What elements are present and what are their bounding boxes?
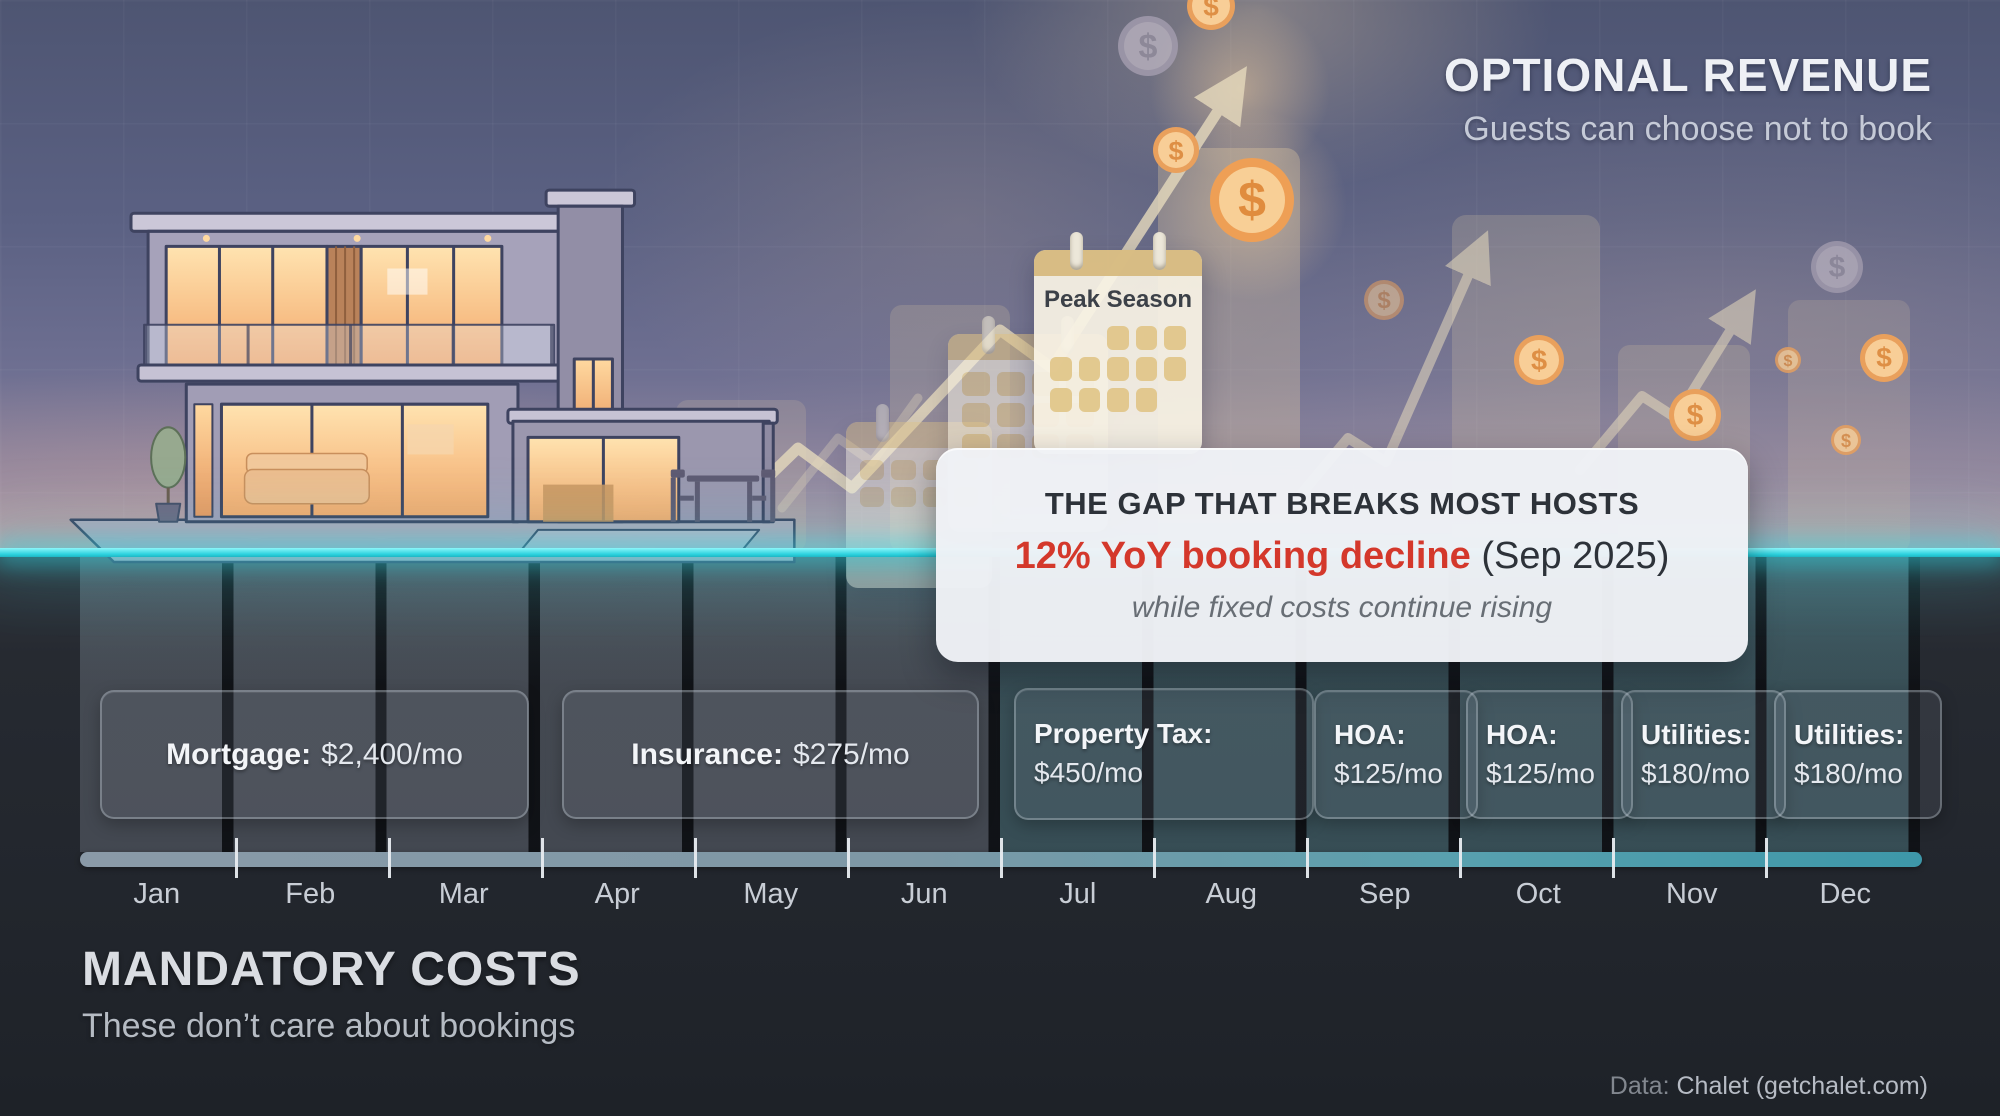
cost-label: Mortgage:	[166, 737, 312, 771]
stat-date: (Sep 2025)	[1470, 534, 1670, 577]
mandatory-costs-title: MANDATORY COSTS	[82, 943, 581, 996]
cost-box-hoa-sep: HOA: $125/mo	[1314, 690, 1478, 819]
calendar-day-grid	[1034, 314, 1202, 424]
cost-value: $180/mo	[1641, 757, 1750, 789]
optional-revenue-title: OPTIONAL REVENUE	[1444, 49, 1932, 101]
cost-value: $450/mo	[1034, 757, 1143, 788]
timeline-tick	[694, 838, 697, 878]
callout-note: while fixed costs continue rising	[1131, 590, 1553, 624]
gap-callout-card: THE GAP THAT BREAKS MOST HOSTS 12% YoY b…	[936, 448, 1748, 662]
cost-value: $275/mo	[792, 737, 910, 771]
timeline-tick	[847, 838, 850, 878]
month-columns-jan-jun	[80, 557, 1000, 852]
callout-title: THE GAP THAT BREAKS MOST HOSTS	[1044, 485, 1640, 521]
cost-label: Utilities:	[1794, 718, 1905, 750]
mandatory-costs-subtitle: These don’t care about bookings	[82, 1007, 576, 1045]
month-label: Jul	[1059, 878, 1097, 910]
month-label: Jun	[900, 878, 948, 910]
timeline-tick	[1306, 838, 1309, 878]
timeline-tick	[388, 838, 391, 878]
optional-revenue-header: OPTIONAL REVENUE Guests can choose not t…	[1444, 48, 1932, 149]
cost-box-utilities-nov: Utilities: $180/mo	[1621, 690, 1786, 819]
cost-box-utilities-dec: Utilities: $180/mo	[1774, 690, 1942, 819]
month-label: Aug	[1205, 878, 1258, 910]
month-label: May	[743, 878, 799, 910]
timeline-tick	[1612, 838, 1615, 878]
timeline-tick	[1000, 838, 1003, 878]
cost-label: Insurance:	[631, 737, 783, 771]
month-label: Feb	[285, 878, 336, 910]
cost-value: $180/mo	[1794, 757, 1903, 789]
attribution-source: Chalet (getchalet.com)	[1669, 1072, 1928, 1100]
calendar-ring	[1070, 232, 1083, 270]
data-attribution: Data: Chalet (getchalet.com)	[1610, 1072, 1928, 1101]
cost-label: Utilities:	[1641, 718, 1752, 750]
month-label: Dec	[1819, 878, 1872, 910]
callout-stat: 12% YoY booking decline (Sep 2025)	[1015, 535, 1670, 578]
calendar-ring	[1153, 232, 1166, 270]
mandatory-costs-header: MANDATORY COSTS These don’t care about b…	[82, 942, 581, 1046]
cost-value: $125/mo	[1334, 757, 1443, 789]
timeline-tick	[1765, 838, 1768, 878]
attribution-prefix: Data:	[1609, 1072, 1670, 1100]
cost-value: $125/mo	[1486, 757, 1595, 789]
optional-revenue-subtitle: Guests can choose not to book	[1463, 110, 1932, 148]
month-label: Apr	[594, 878, 640, 910]
calendar-ring	[982, 316, 995, 354]
cost-box-mortgage: Mortgage: $2,400/mo	[100, 690, 529, 819]
timeline-tick	[235, 838, 238, 878]
month-label: Nov	[1665, 878, 1718, 910]
calendar-peak-season: Peak Season	[1034, 232, 1202, 454]
cost-label: Property Tax:	[1034, 718, 1213, 750]
month-label: Sep	[1358, 878, 1411, 910]
peak-season-label: Peak Season	[1043, 286, 1193, 313]
month-labels: Jan Feb Mar Apr May Jun Jul Aug Sep Oct …	[80, 878, 1922, 911]
month-label: Mar	[438, 878, 489, 910]
booking-decline-stat: 12% YoY booking decline	[1014, 534, 1471, 577]
timeline-tick	[1153, 838, 1156, 878]
calendar-header	[1034, 250, 1202, 276]
cost-label: HOA:	[1334, 718, 1406, 750]
timeline-tick	[1459, 838, 1462, 878]
house-illustration	[69, 188, 796, 564]
cost-box-insurance: Insurance: $275/mo	[562, 690, 979, 819]
cost-box-hoa-oct: HOA: $125/mo	[1466, 690, 1633, 819]
cost-label: HOA:	[1486, 718, 1558, 750]
month-label: Oct	[1515, 878, 1561, 910]
cost-value: $2,400/mo	[321, 737, 463, 771]
timeline-tick	[541, 838, 544, 878]
cost-box-property-tax: Property Tax: $450/mo	[1014, 688, 1314, 820]
calendar-ring	[876, 404, 889, 442]
month-label: Jan	[133, 878, 181, 910]
